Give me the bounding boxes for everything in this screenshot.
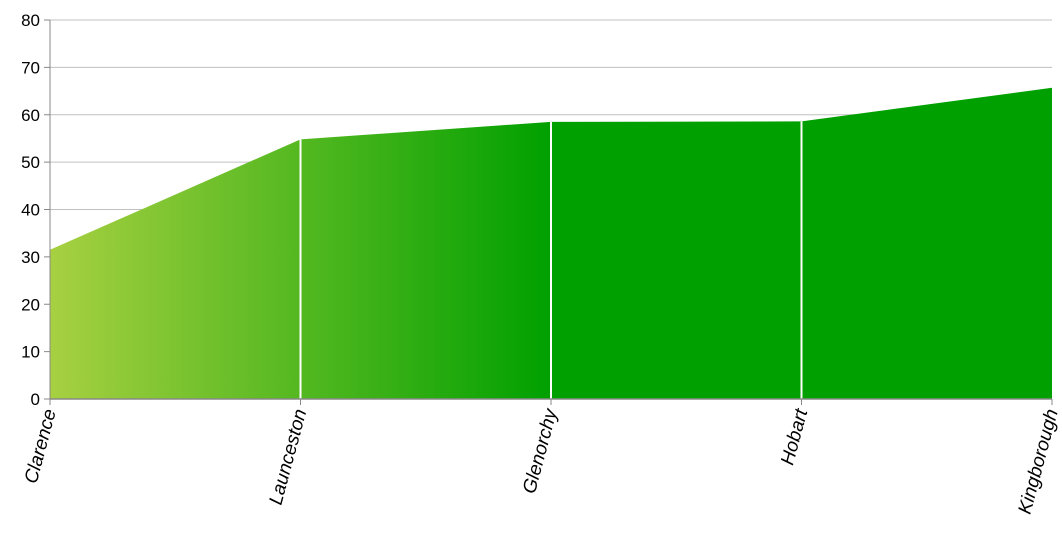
x-tick-label: Glenorchy	[519, 405, 562, 496]
y-tick-label: 10	[21, 343, 40, 362]
x-tick-label: Hobart	[777, 406, 812, 467]
y-tick-label: 0	[31, 390, 40, 409]
y-tick-label: 60	[21, 106, 40, 125]
y-tick-label: 50	[21, 153, 40, 172]
x-tick-label: Launceston	[266, 407, 312, 507]
x-tick-label: Clarence	[21, 407, 61, 486]
y-tick-labels: 0 10 20 30 40 50 60 70 80	[21, 11, 50, 409]
y-tick-label: 40	[21, 201, 40, 220]
y-tick-label: 30	[21, 248, 40, 267]
y-tick-label: 70	[21, 58, 40, 77]
x-tick-label: Kingborough	[1015, 407, 1062, 517]
x-tick-labels: Clarence Launceston Glenorchy Hobart Kingbor…	[21, 399, 1062, 516]
y-tick-label: 80	[21, 11, 40, 30]
y-tick-label: 20	[21, 295, 40, 314]
category-dividers	[299, 121, 803, 399]
